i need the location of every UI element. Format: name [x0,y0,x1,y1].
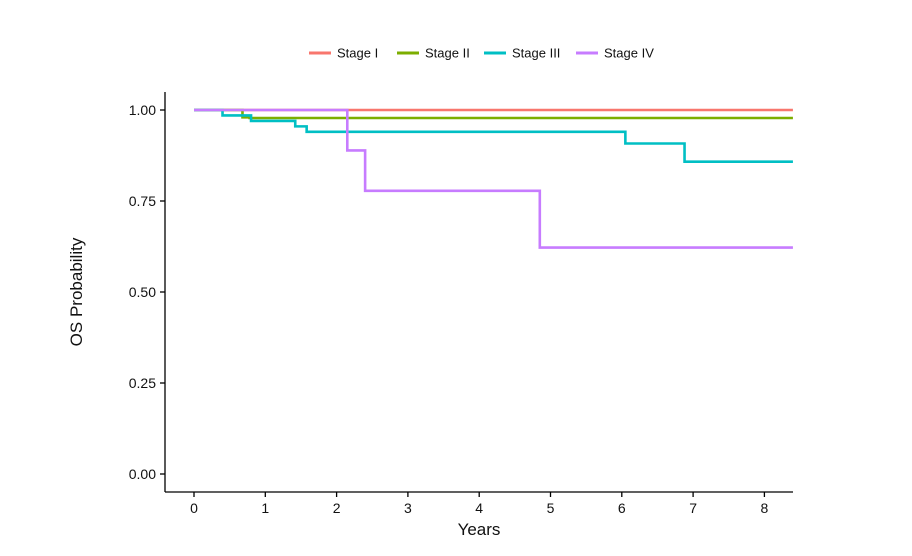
y-tick-label: 0.25 [129,375,156,391]
x-tick-label: 6 [618,500,626,516]
x-tick-label: 8 [761,500,769,516]
legend-item-stage-ii: Stage II [397,46,470,61]
y-ticks: 0.00 0.25 0.50 0.75 1.00 [129,102,165,482]
legend-item-stage-iv: Stage IV [576,46,654,61]
x-tick-label: 5 [547,500,555,516]
legend-item-stage-iii: Stage III [484,46,560,61]
legend-label: Stage IV [604,46,654,61]
series-line-stage-iii [194,108,793,163]
survival-curves [194,108,793,249]
series-line-stage-iv [194,108,793,249]
y-tick-label: 0.75 [129,193,156,209]
y-tick-label: 1.00 [129,102,156,118]
axes [164,92,793,493]
legend-item-stage-i: Stage I [309,46,378,61]
legend: Stage I Stage II Stage III Stage IV [309,46,654,61]
x-tick-label: 1 [261,500,269,516]
legend-label: Stage II [425,46,470,61]
x-tick-label: 3 [404,500,412,516]
x-axis-title: Years [458,520,501,539]
x-tick-label: 0 [190,500,198,516]
y-axis-title: OS Probability [67,237,86,346]
legend-label: Stage I [337,46,378,61]
x-ticks: 0 1 2 3 4 5 6 7 8 [190,492,769,516]
x-tick-label: 2 [333,500,341,516]
y-tick-label: 0.00 [129,466,156,482]
legend-label: Stage III [512,46,560,61]
x-tick-label: 4 [475,500,483,516]
y-tick-label: 0.50 [129,284,156,300]
x-tick-label: 7 [689,500,697,516]
